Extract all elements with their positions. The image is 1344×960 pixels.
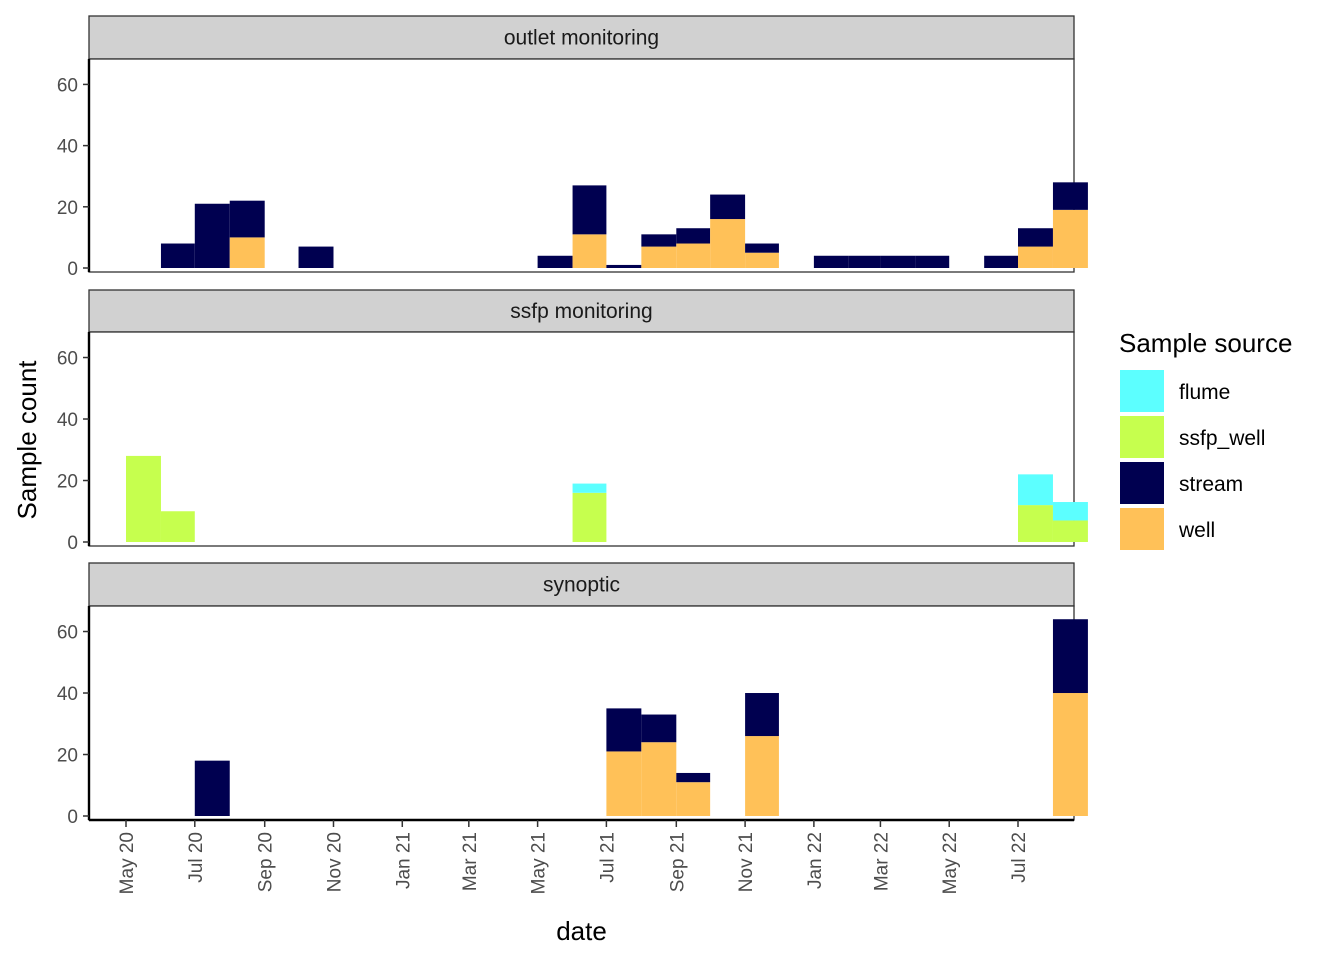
facet-strip-label: ssfp monitoring	[510, 300, 652, 323]
bar-stream	[915, 255, 950, 268]
y-tick-label: 0	[67, 259, 78, 280]
bar-ssfp_well	[160, 511, 195, 542]
bar-ssfp_well	[126, 455, 161, 542]
x-tick-label: Nov 20	[324, 832, 345, 892]
x-tick-label: Jul 21	[597, 832, 618, 883]
bar-stream	[1052, 182, 1088, 210]
bar-stream	[745, 243, 779, 253]
bar-stream	[641, 234, 677, 247]
bar-stream	[537, 255, 573, 268]
bar-well	[1052, 693, 1088, 816]
bar-stream	[194, 203, 230, 268]
x-tick-label: Sep 21	[667, 832, 688, 892]
legend-key-stream	[1120, 462, 1164, 504]
legend-key-well	[1120, 508, 1164, 550]
bar-well	[745, 252, 779, 268]
bar-stream	[160, 243, 195, 268]
bar-stream	[229, 200, 265, 238]
y-tick-label: 60	[57, 623, 78, 644]
legend-label-ssfp_well: ssfp_well	[1179, 427, 1265, 450]
bar-well	[676, 243, 711, 268]
y-tick-label: 40	[57, 137, 78, 158]
x-tick-label: Sep 20	[256, 832, 277, 892]
y-tick-label: 20	[57, 198, 78, 219]
bar-well	[572, 234, 607, 268]
bar-ssfp_well	[1052, 520, 1088, 542]
bar-well	[641, 246, 677, 268]
x-tick-label: Mar 22	[871, 832, 892, 891]
y-tick-label: 20	[57, 472, 78, 493]
x-tick-label: Jan 22	[805, 832, 826, 889]
y-tick-label: 60	[57, 75, 78, 96]
bar-well	[710, 219, 746, 268]
y-tick-label: 0	[67, 533, 78, 554]
bar-stream	[813, 255, 849, 268]
bar-well	[641, 742, 677, 816]
x-tick-label: Jul 20	[186, 832, 207, 883]
bar-stream	[1052, 619, 1088, 694]
bar-flume	[1052, 502, 1088, 521]
bar-stream	[848, 255, 881, 268]
bar-stream	[194, 760, 230, 816]
legend-key-ssfp_well	[1120, 416, 1164, 458]
x-tick-label: Nov 21	[736, 832, 757, 892]
y-tick-label: 0	[67, 807, 78, 828]
bar-ssfp_well	[572, 492, 607, 542]
bar-stream	[298, 246, 334, 268]
y-axis-title: Sample count	[12, 360, 42, 520]
x-tick-label: Mar 21	[460, 832, 481, 891]
y-tick-label: 60	[57, 349, 78, 370]
bar-stream	[1018, 228, 1053, 247]
legend-label-well: well	[1178, 519, 1215, 542]
bar-well	[1018, 246, 1053, 268]
x-tick-label: May 20	[117, 832, 138, 894]
bar-stream	[984, 255, 1018, 268]
facet-strip-label: synoptic	[543, 574, 620, 597]
legend-title: Sample source	[1119, 328, 1292, 358]
panel-background	[88, 605, 1075, 821]
facet-strip	[88, 15, 1075, 60]
x-axis-title: date	[556, 916, 607, 946]
bar-flume	[572, 483, 607, 493]
facet-strip	[88, 289, 1075, 333]
bar-stream	[676, 228, 711, 244]
bar-stream	[676, 772, 711, 783]
x-tick-label: Jan 21	[393, 832, 414, 889]
bar-ssfp_well	[1018, 505, 1053, 542]
bar-stream	[880, 255, 916, 268]
bar-well	[676, 782, 711, 816]
y-tick-label: 40	[57, 684, 78, 705]
x-tick-label: May 22	[940, 832, 961, 894]
bar-well	[229, 237, 265, 268]
legend-key-flume	[1120, 370, 1164, 412]
y-tick-label: 20	[57, 746, 78, 767]
bar-stream	[572, 185, 607, 235]
x-tick-label: May 21	[529, 832, 550, 894]
legend-label-flume: flume	[1179, 381, 1230, 404]
bar-well	[745, 736, 779, 816]
bar-stream	[606, 708, 642, 752]
bar-well	[606, 751, 642, 816]
y-tick-label: 40	[57, 410, 78, 431]
bar-flume	[1018, 474, 1053, 506]
facet-strip-label: outlet monitoring	[504, 27, 659, 50]
x-tick-label: Jul 22	[1009, 832, 1030, 883]
bar-stream	[710, 194, 746, 220]
facet-strip	[88, 562, 1075, 607]
bar-stream	[606, 264, 642, 268]
bar-well	[1052, 209, 1088, 268]
bar-stream	[745, 693, 779, 737]
bar-stream	[641, 714, 677, 743]
legend-label-stream: stream	[1179, 473, 1243, 496]
